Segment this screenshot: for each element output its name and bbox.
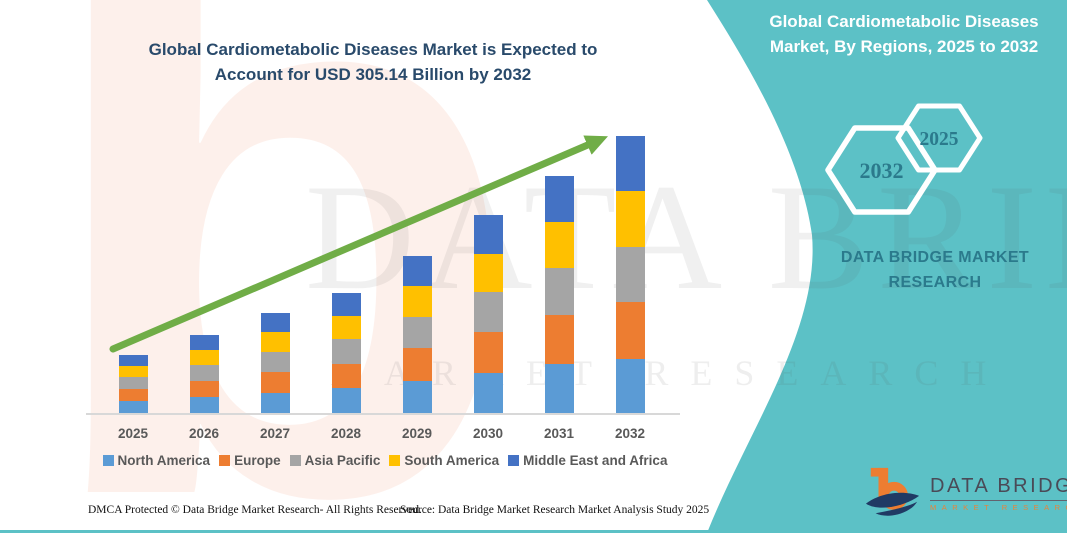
segment-europe xyxy=(189,380,219,398)
x-axis-label-2030: 2030 xyxy=(472,426,504,441)
segment-north-america xyxy=(615,358,645,413)
x-axis-label-2032: 2032 xyxy=(614,426,646,441)
hexagon-2025-label: 2025 xyxy=(920,129,959,150)
segment-europe xyxy=(402,348,432,381)
segment-asia-pacific xyxy=(544,268,574,316)
x-axis-label-2031: 2031 xyxy=(543,426,575,441)
segment-middle-east-and-africa xyxy=(260,312,290,333)
segment-asia-pacific xyxy=(473,292,503,332)
x-axis-label-2028: 2028 xyxy=(330,426,362,441)
segment-europe xyxy=(118,388,148,402)
dbmr-logo-icon xyxy=(865,467,920,516)
legend-label: Europe xyxy=(234,453,281,468)
segment-asia-pacific xyxy=(331,339,361,364)
segment-south-america xyxy=(615,190,645,247)
legend-label: South America xyxy=(404,453,500,468)
segment-asia-pacific xyxy=(118,377,148,389)
legend-item-north-america: North America xyxy=(102,453,211,468)
segment-asia-pacific xyxy=(615,246,645,303)
segment-north-america xyxy=(118,401,148,413)
bar-2025 xyxy=(118,354,148,413)
chart-title: Global Cardiometabolic Diseases Market i… xyxy=(148,40,598,84)
legend-label: North America xyxy=(117,453,211,468)
bottom-border xyxy=(0,530,1067,533)
legend-item-asia-pacific: Asia Pacific xyxy=(289,453,381,468)
x-axis-label-2026: 2026 xyxy=(188,426,220,441)
segment-south-america xyxy=(189,349,219,365)
legend-swatch xyxy=(219,455,231,466)
segment-south-america xyxy=(260,332,290,352)
segment-north-america xyxy=(260,392,290,413)
legend-item-middle-east-and-africa: Middle East and Africa xyxy=(508,453,667,468)
segment-middle-east-and-africa xyxy=(402,255,432,287)
side-panel-title: Global Cardiometabolic Diseases Market, … xyxy=(769,12,1039,56)
segment-north-america xyxy=(331,388,361,413)
legend-label: Asia Pacific xyxy=(304,453,381,468)
dbmr-logo: DATA BRIDGE MARKET RESEARCH xyxy=(864,464,1067,522)
dbmr-logo-subtitle: MARKET RESEARCH xyxy=(930,502,1067,512)
segment-middle-east-and-africa xyxy=(331,292,361,317)
segment-south-america xyxy=(544,221,574,269)
segment-south-america xyxy=(402,286,432,317)
side-panel-brand-line1: DATA BRIDGE MARKET xyxy=(840,249,1030,266)
legend-swatch xyxy=(289,455,301,466)
side-panel-brand-line2: RESEARCH xyxy=(888,273,982,291)
segment-south-america xyxy=(473,253,503,293)
segment-middle-east-and-africa xyxy=(473,215,503,254)
segment-europe xyxy=(473,331,503,373)
segment-europe xyxy=(615,302,645,359)
segment-north-america xyxy=(402,380,432,413)
hexagon-2025 xyxy=(895,103,983,173)
x-axis-label-2027: 2027 xyxy=(259,426,291,441)
segment-south-america xyxy=(118,366,148,378)
bar-2026 xyxy=(189,335,219,413)
segment-middle-east-and-africa xyxy=(615,136,645,191)
legend-swatch xyxy=(508,455,520,466)
segment-south-america xyxy=(331,316,361,340)
legend-item-europe: Europe xyxy=(219,453,281,468)
bar-2029 xyxy=(402,255,432,413)
chart-legend: North America Europe Asia Pacific South Ame… xyxy=(90,453,680,468)
dbmr-logo-wordmark: DATA BRIDGE xyxy=(930,475,1067,501)
x-axis-label-2025: 2025 xyxy=(117,426,149,441)
legend-label: Middle East and Africa xyxy=(523,453,668,468)
bar-2030 xyxy=(473,215,503,413)
x-axis-label-2029: 2029 xyxy=(401,426,433,441)
segment-north-america xyxy=(544,364,574,413)
bar-2031 xyxy=(544,175,574,413)
legend-swatch xyxy=(389,455,401,466)
segment-asia-pacific xyxy=(260,351,290,372)
segment-europe xyxy=(260,371,290,393)
segment-europe xyxy=(331,363,361,389)
segment-middle-east-and-africa xyxy=(118,354,148,367)
segment-asia-pacific xyxy=(189,364,219,381)
x-axis-line xyxy=(86,413,680,415)
bar-2027 xyxy=(260,312,290,413)
segment-middle-east-and-africa xyxy=(544,175,574,222)
hexagon-badges: 2032 2025 xyxy=(825,103,983,215)
hexagon-2032-label: 2032 xyxy=(860,158,904,183)
segment-north-america xyxy=(189,397,219,413)
side-panel-brand: DATA BRIDGE MARKET RESEARCH xyxy=(800,246,1067,296)
segment-europe xyxy=(544,315,574,365)
segment-middle-east-and-africa xyxy=(189,335,219,350)
dmca-notice: DMCA Protected © Data Bridge Market Rese… xyxy=(88,504,422,516)
bar-2028 xyxy=(331,292,361,413)
bar-2032 xyxy=(615,136,645,413)
segment-north-america xyxy=(473,372,503,413)
legend-swatch xyxy=(102,455,114,466)
source-note: Source: Data Bridge Market Research Mark… xyxy=(400,504,710,516)
segment-asia-pacific xyxy=(402,316,432,349)
legend-item-south-america: South America xyxy=(389,453,499,468)
